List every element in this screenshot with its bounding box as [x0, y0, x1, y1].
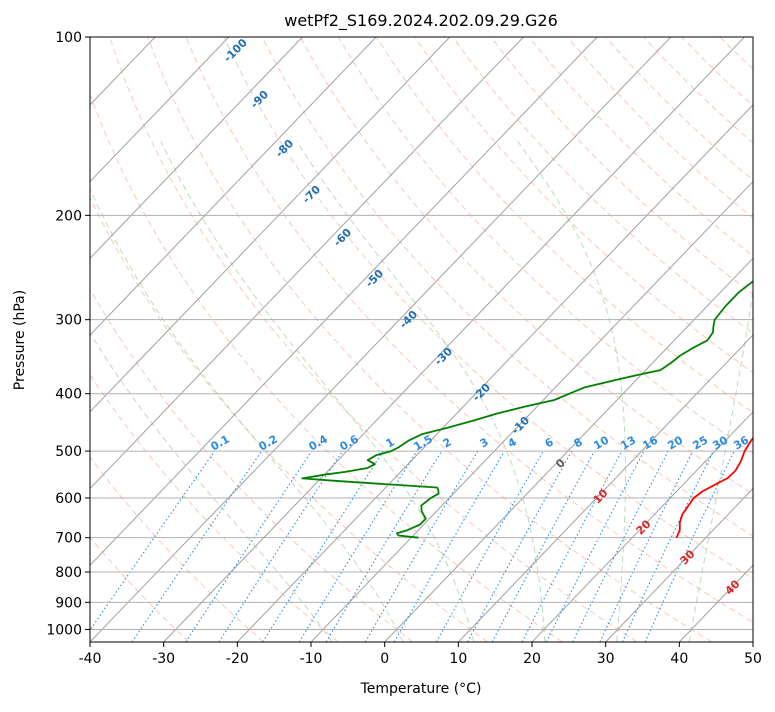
plot-frame — [89, 36, 754, 643]
y-tick-label: 200 — [55, 208, 82, 224]
y-tick-label: 600 — [55, 491, 82, 507]
dry-adiabat — [299, 37, 753, 495]
y-tick-label: 500 — [55, 444, 82, 460]
y-tick-label: 100 — [55, 30, 82, 46]
dry-adiabat — [90, 92, 563, 642]
mixing-ratio-line — [131, 450, 263, 642]
y-tick-label: 800 — [55, 565, 82, 581]
mixing-ratio-line — [467, 450, 573, 642]
isotherm — [90, 37, 524, 490]
isotherm — [384, 257, 753, 642]
y-tick-label: 1000 — [46, 622, 82, 638]
dry-adiabat — [147, 37, 712, 642]
isotherm — [90, 37, 230, 183]
dry-adiabat — [758, 37, 775, 642]
dry-adiabat — [376, 37, 753, 414]
x-tick-label: -10 — [300, 651, 323, 667]
mixing-ratio-line — [572, 450, 669, 642]
mixing-ratio-line — [90, 450, 216, 632]
dry-adiabat — [414, 37, 753, 374]
pressure-grid — [90, 37, 753, 630]
isotherm — [90, 37, 451, 413]
x-tick-label: 30 — [597, 651, 615, 667]
x-tick-label: 20 — [523, 651, 541, 667]
plot-background — [90, 37, 753, 642]
dewpoint-profile-line — [301, 280, 753, 539]
isotherm — [90, 37, 377, 336]
x-tick-label: 0 — [380, 651, 389, 667]
isotherm — [0, 37, 8, 642]
x-tick-label: 50 — [744, 651, 762, 667]
isotherm — [163, 37, 745, 642]
isotherm — [531, 411, 753, 642]
x-tick-label: -20 — [226, 651, 249, 667]
dry-adiabat — [452, 37, 753, 334]
x-tick-label: -40 — [79, 651, 102, 667]
x-tick-label: 10 — [449, 651, 467, 667]
temperature-profile-line — [675, 436, 753, 539]
y-tick-label: 900 — [55, 595, 82, 611]
dry-adiabat — [90, 196, 488, 642]
y-tick-label: 400 — [55, 387, 82, 403]
isotherm — [90, 37, 672, 642]
mixing-ratio-line — [545, 450, 645, 642]
chart-title: wetPf2_S169.2024.202.09.29.G26 — [284, 11, 558, 31]
isotherm — [90, 37, 598, 566]
dry-adiabat — [185, 37, 753, 623]
background-lines — [0, 37, 775, 642]
x-axis-title: Temperature (°C) — [360, 681, 482, 697]
y-axis-title: Pressure (hPa) — [12, 290, 28, 390]
isotherm — [236, 104, 753, 642]
isotherm — [90, 37, 303, 260]
isotherm — [752, 641, 753, 642]
mixing-ratio-line — [491, 450, 595, 642]
axes: -40 -30 -20 -10 0 10 20 30 40 50 100 200 300 400 500 60… — [46, 30, 762, 667]
mixing-ratio-line — [298, 450, 418, 642]
profile-series — [301, 280, 753, 539]
y-tick-label: 300 — [55, 313, 82, 329]
y-tick-label: 700 — [55, 531, 82, 547]
isotherm — [457, 334, 753, 642]
mixing-ratio-line — [325, 450, 443, 642]
mixing-ratio-line — [218, 450, 343, 642]
dry-adiabat — [90, 456, 264, 642]
mixing-ratio-line — [435, 450, 544, 642]
x-tick-label: -30 — [152, 651, 175, 667]
mixing-ratio-line — [185, 450, 313, 642]
isotherm — [605, 487, 753, 642]
mixing-ratio-line — [262, 450, 384, 642]
x-tick-label: 40 — [670, 651, 688, 667]
isotherm — [310, 180, 753, 642]
dry-adiabat — [490, 37, 753, 296]
